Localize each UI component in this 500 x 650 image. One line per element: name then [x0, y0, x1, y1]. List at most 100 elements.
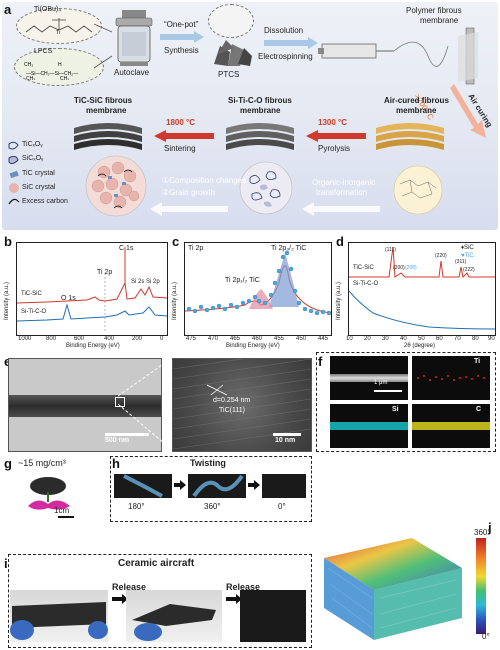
legend-sic-crystal: SiC crystal: [22, 184, 56, 191]
xps-survey-tick-2: 600: [74, 336, 85, 342]
ti2p-tick-0: 475: [186, 336, 197, 342]
ti2p-tick-4: 455: [274, 336, 285, 342]
density-label: ~15 mg/cm³: [18, 458, 66, 468]
tem-plane: TiC(111): [219, 407, 245, 414]
ti2p-tick-5: 450: [296, 336, 307, 342]
xrd-xlabel: 2θ (degree): [404, 343, 436, 349]
twist-arrow-1: [174, 480, 186, 490]
twist-arrow-2: [248, 480, 260, 490]
legend-sicxoy: SiCₓOᵧ: [22, 155, 44, 162]
autoclave-label: Autoclave: [114, 68, 150, 77]
twist-0-image: [262, 474, 306, 498]
eds-ti-map: Ti: [412, 356, 490, 400]
ti-precursor-structure-icon: Ti: [25, 18, 93, 36]
tic-sic-membrane-icon: [74, 123, 142, 150]
pyrolysis-arrow-icon: [306, 130, 366, 142]
pyrolysis-temp-label: 1300 °C: [318, 118, 347, 127]
orientation-colorbar: [476, 538, 486, 634]
tic-sic-label-1: TiC-SiC fibrous: [74, 96, 133, 105]
tic-sic-microstructure-icon: [85, 155, 147, 217]
tem-low-mag-image: 500 nm: [8, 358, 162, 452]
xps-survey-plot: C 1s Ti 2p Si 2s Si 2p O 1s TiC-SiC Si-T…: [16, 242, 168, 336]
panel-label-b: b: [4, 234, 12, 249]
pyrolysis-label: Pyrolysis: [318, 144, 351, 153]
twist-angle-180: 180°: [128, 502, 145, 511]
eds-scale-label: 1 μm: [374, 380, 388, 386]
one-pot-arrow-icon: [160, 31, 204, 43]
twisting-frame: [110, 456, 312, 522]
xps-c1s-label: C 1s: [119, 245, 134, 252]
tem-zoom-lines: [118, 357, 173, 451]
eds-si-label: Si: [392, 406, 399, 413]
eds-sem-image: 1 μm: [330, 356, 408, 400]
air-curing-arrow-icon: [450, 84, 486, 138]
xrd-tick-8: 90: [488, 336, 495, 342]
aircraft-image-2: [126, 590, 222, 642]
polymer-membrane-label-1: Polymer fibrous: [406, 6, 462, 15]
fiber-orientation-3d-rendering: [324, 538, 462, 640]
legend-icons: [8, 141, 20, 205]
xps-survey-xlabel: Binding Energy (eV): [66, 343, 120, 349]
eds-ti-label: Ti: [474, 358, 481, 365]
white-arrow-1: [150, 202, 228, 216]
panel-label-f: f: [318, 354, 323, 369]
xrd-tick-0: 10: [346, 336, 353, 342]
xps-survey-tick-1: 800: [46, 336, 57, 342]
lpcs-ellipse: [14, 48, 104, 86]
release-arrow-2: [226, 594, 242, 604]
electrospinning-device-icon: [318, 27, 478, 85]
xps-survey-tick-4: 200: [132, 336, 143, 342]
aircured-structure-icon: [393, 165, 443, 215]
aircraft-image-3: [240, 590, 306, 642]
aircraft-image-1: [10, 590, 108, 642]
xrd-tick-1: 20: [364, 336, 371, 342]
tem-zoom-box: [115, 397, 125, 407]
legend-excess-carbon: Excess carbon: [22, 198, 68, 205]
eds-si-fiber: [330, 422, 408, 430]
sintering-arrow-icon: [154, 130, 214, 142]
ti-precursor-label: Ti(OBu)₄: [34, 6, 62, 13]
sitico-label-1: Si-Ti-C-O fibrous: [228, 96, 292, 105]
ti2p-peak1-label: Ti 2p₃/₂ TiC: [271, 245, 307, 252]
svg-text:CH₃: CH₃: [26, 76, 35, 80]
panel-label-e: e: [4, 354, 11, 369]
tem-scalebar-1: [105, 433, 149, 436]
tem-d-spacing: d=0.254 nm: [213, 397, 251, 404]
panel-label-g: g: [4, 456, 12, 471]
ti2p-ylabel: Intensity (a.u.): [172, 281, 178, 320]
aircured-label-1: Air-cured fibrous: [384, 96, 449, 105]
svg-text:—Si—CH₂—Si—CH₂—: —Si—CH₂—Si—CH₂—: [26, 71, 78, 77]
autoclave-icon: [115, 10, 153, 66]
legend-ticxoy: TiCₓOᵧ: [22, 141, 43, 148]
xrd-tick-7: 80: [472, 336, 479, 342]
twist-180-image: [114, 474, 172, 498]
ti2p-tick-1: 470: [208, 336, 219, 342]
xrd-tick-6: 70: [454, 336, 461, 342]
org-inorg-label-2: transformation: [316, 188, 368, 197]
tic-sic-label-2: membrane: [86, 106, 127, 115]
release-label-2: Release: [226, 582, 261, 592]
xps-o1s-label: O 1s: [61, 295, 76, 302]
panel-label-c: c: [172, 234, 180, 249]
aircraft-shape-1: [10, 602, 108, 640]
colorbar-min-label: 0°: [482, 632, 490, 641]
xps-series-sitico: Si-Ti-C-O: [21, 309, 47, 315]
precursor-arrows: [93, 23, 113, 69]
xps-ti2p-traces: [185, 250, 331, 316]
xps-survey-ylabel: Intensity (a.u.): [4, 281, 10, 320]
eds-ti-dots: [417, 375, 485, 381]
lpcs-structure-icon: CH₃ H —Si—CH₂—Si—CH₂— CH₃ CH₃: [24, 62, 78, 80]
ti2p-title: Ti 2p: [188, 245, 204, 252]
xrd-peak-200a: (200): [393, 265, 405, 271]
eds-sem-fiber: [330, 374, 408, 382]
ti2p-data-points: [186, 250, 331, 316]
white-arrow-2: [302, 202, 380, 216]
ti2p-tick-6: 445: [318, 336, 329, 342]
xrd-peak-200b: (200): [405, 265, 417, 271]
eds-c-fiber: [412, 422, 490, 430]
xps-survey-tick-5: 0: [160, 336, 164, 342]
xps-si-label: Si 2s Si 2p: [131, 279, 160, 285]
tem-scale2-label: 10 nm: [275, 437, 296, 444]
twist-180-curve: [123, 474, 163, 498]
panel-label-j: j: [488, 520, 492, 535]
